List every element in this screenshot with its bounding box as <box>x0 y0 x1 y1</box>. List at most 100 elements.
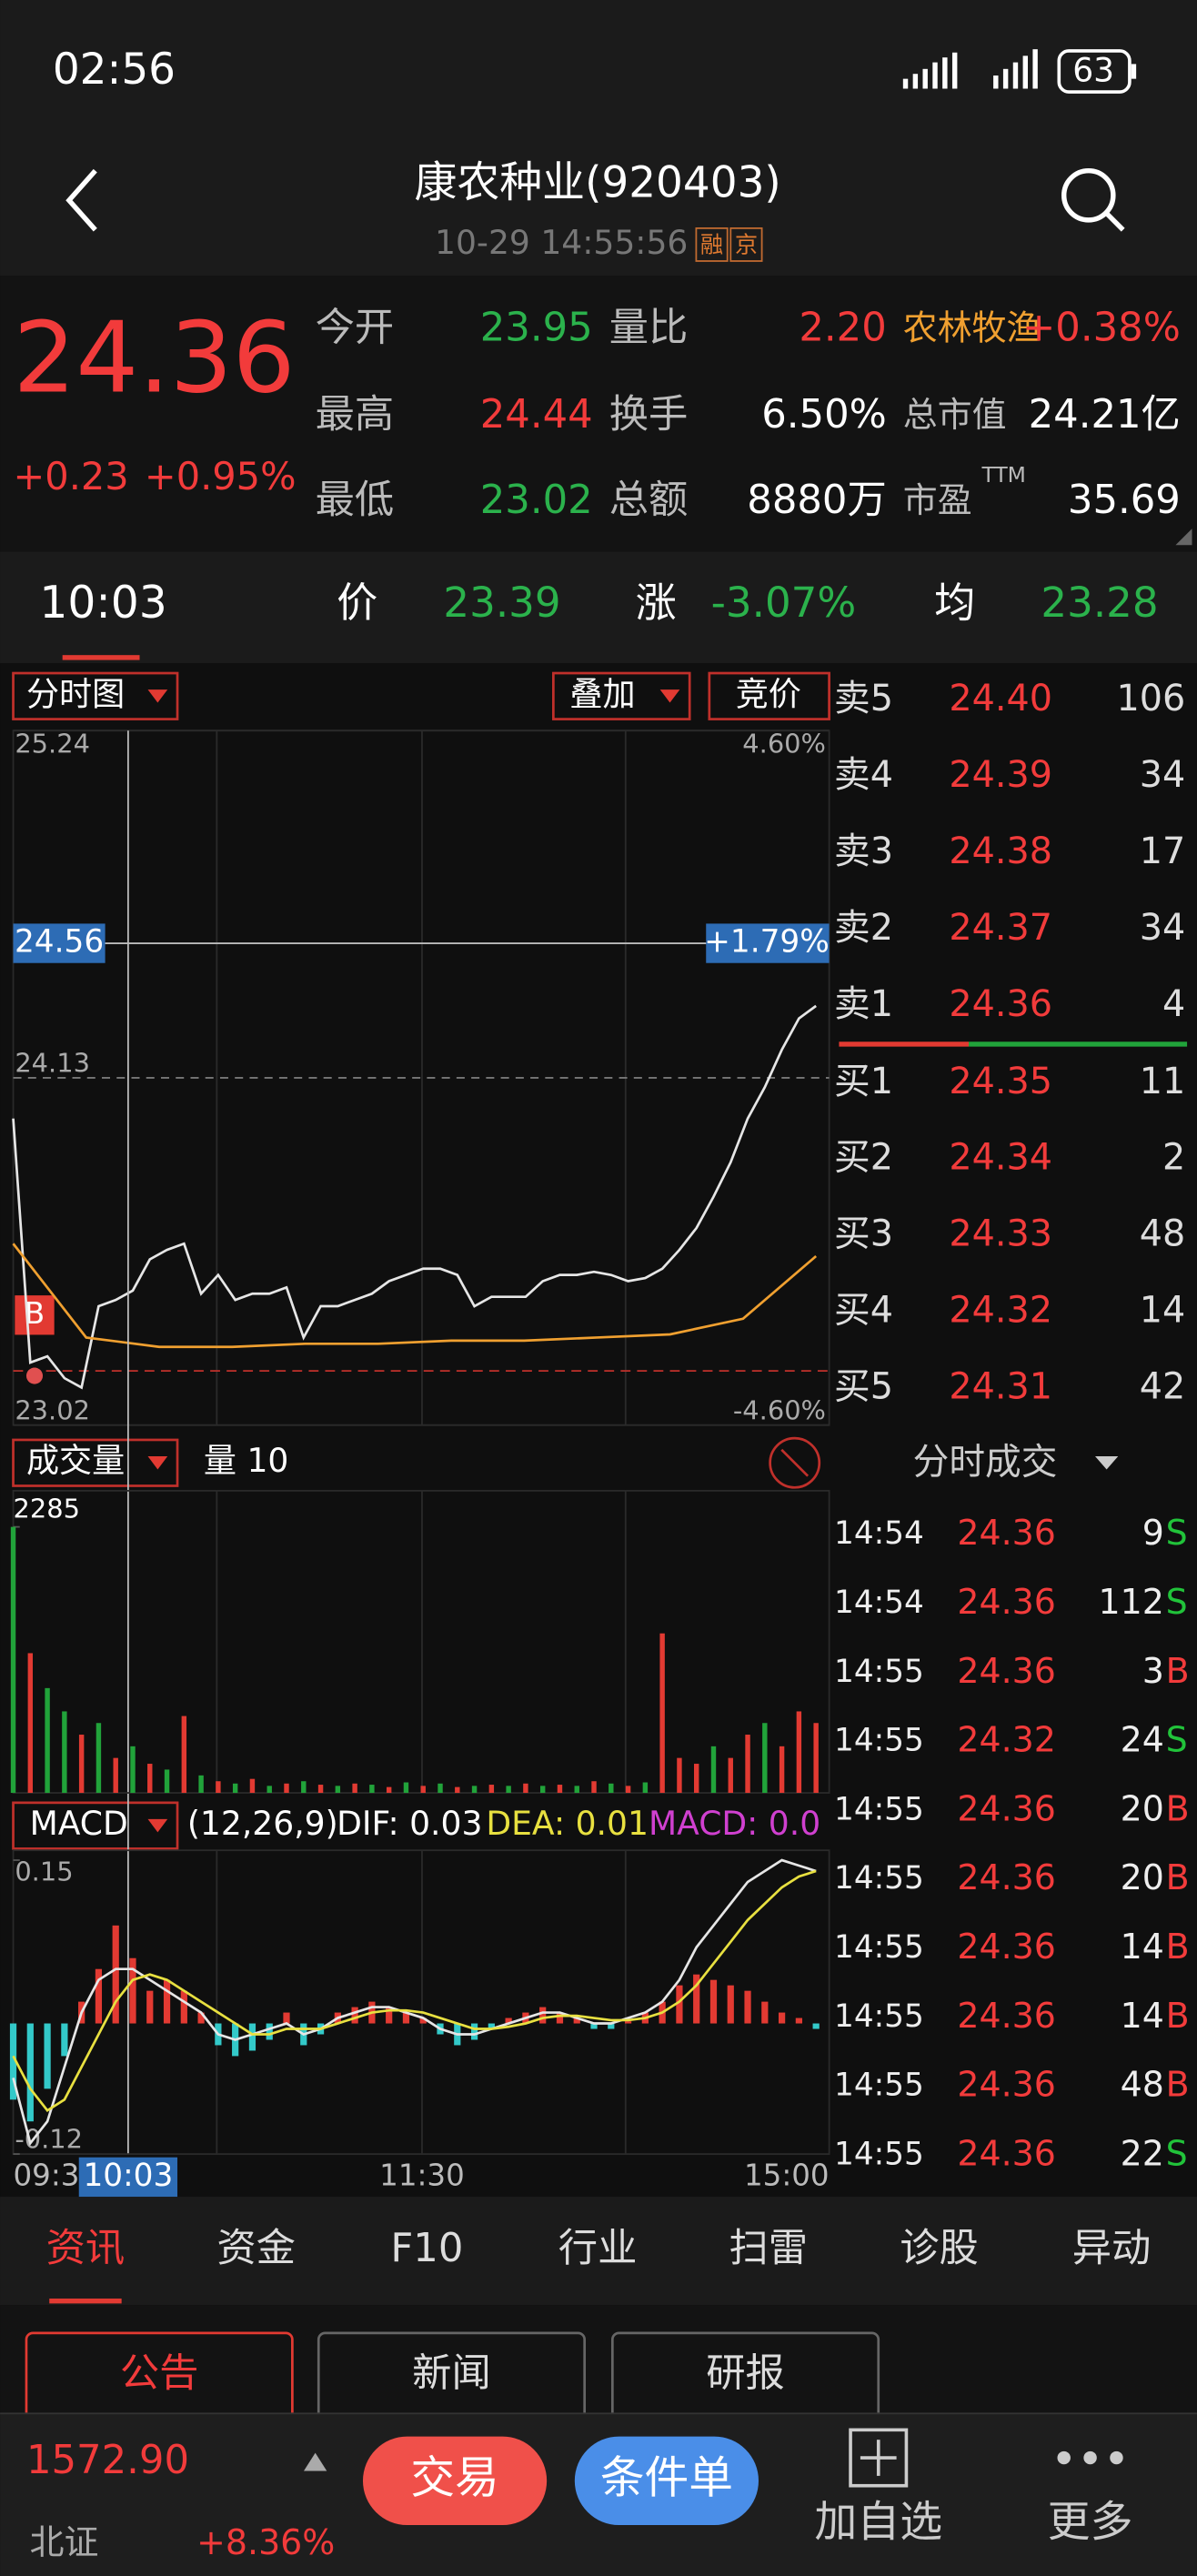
buy-marker-dot <box>25 1367 44 1384</box>
volume-bar <box>728 1757 733 1794</box>
macd-bar <box>590 2023 598 2029</box>
index-name: 北证 <box>30 2522 99 2562</box>
trade-price: 24.36 <box>957 1996 1055 2036</box>
trade-side: B <box>1166 1996 1190 2036</box>
volume-bar <box>779 1746 785 1794</box>
volume-bar <box>677 1757 682 1794</box>
volume-bar <box>625 1786 631 1794</box>
tab[interactable]: 扫雷 <box>729 2226 809 2271</box>
tab[interactable]: F10 <box>390 2226 463 2271</box>
y-tick-label: 24.13 <box>15 1048 90 1079</box>
macd-bar <box>761 2001 769 2024</box>
fullscreen-button[interactable] <box>769 1436 821 1489</box>
trade-time: 14:55 <box>834 1791 924 1827</box>
volume-bar <box>539 1786 546 1794</box>
book-volume: 42 <box>1140 1366 1186 1408</box>
trade-button[interactable]: 交易 <box>362 2436 548 2526</box>
volume-bar <box>642 1782 649 1794</box>
index-toggle[interactable] <box>304 2452 327 2471</box>
watchlist-button[interactable]: 加自选 <box>814 2428 942 2548</box>
field-label: 总额 <box>609 478 689 523</box>
dea-line <box>12 1869 817 2113</box>
macd-dropdown[interactable]: MACD <box>12 1801 179 1850</box>
stock-title: 康农种业(920403) <box>414 157 780 207</box>
y-tick-label: 25.24 <box>15 728 90 759</box>
volume-bar <box>45 1687 50 1794</box>
volume-bar <box>591 1781 597 1794</box>
volume-bar <box>369 1785 375 1794</box>
back-button[interactable] <box>65 168 97 232</box>
macd-title: MACD <box>30 1805 128 1843</box>
dif-line <box>12 1858 817 2147</box>
tab[interactable]: 行业 <box>558 2226 638 2271</box>
trade-price: 24.36 <box>957 2065 1055 2105</box>
book-volume: 34 <box>1140 754 1186 796</box>
conditional-button[interactable]: 条件单 <box>574 2436 759 2526</box>
crosshair-y2-box <box>706 923 830 963</box>
book-label: 卖4 <box>834 754 893 796</box>
macd-bar <box>146 1990 154 2024</box>
book-volume: 2 <box>1162 1137 1185 1179</box>
macd-bar <box>386 2007 393 2024</box>
volume-bar <box>386 1786 392 1794</box>
field-label: 农林牧渔 <box>903 307 1041 347</box>
crosshair-bar-bg <box>0 551 1197 664</box>
subtabs-bg <box>0 2305 1197 2414</box>
auction-button[interactable]: 竞价 <box>708 671 830 720</box>
crosshair-change-label: 涨 <box>636 579 677 627</box>
more-label: 更多 <box>1048 2498 1133 2548</box>
trade-volume: 112 <box>1098 1582 1163 1622</box>
crosshair-change: -3.07% <box>711 579 857 627</box>
badge-box <box>695 226 729 262</box>
volume-bar <box>198 1775 204 1794</box>
tab[interactable]: 诊股 <box>900 2226 979 2271</box>
book-price: 24.39 <box>949 754 1052 796</box>
book-label: 买5 <box>834 1366 893 1408</box>
field-label: 市盈 <box>903 480 972 520</box>
trade-volume: 20 <box>1121 1788 1164 1828</box>
crosshair-underline <box>62 655 140 660</box>
field-label: 今开 <box>316 305 395 350</box>
trade-time: 14:55 <box>834 2068 924 2104</box>
price-change: +0.23 <box>14 454 129 498</box>
badge-box <box>729 226 763 262</box>
chart-mode-dropdown[interactable]: 分时图 <box>12 671 179 720</box>
trade-side: S <box>1166 1720 1188 1760</box>
trades-dropdown[interactable] <box>1095 1456 1119 1470</box>
book-price: 24.36 <box>949 983 1052 1025</box>
tab[interactable]: 资金 <box>216 2226 296 2271</box>
badge: 融 <box>700 232 723 258</box>
field-label-sup: TTM <box>981 462 1025 488</box>
trade-price: 24.36 <box>957 1857 1055 1897</box>
macd-bar <box>419 2018 427 2024</box>
field-value: +0.38% <box>1022 305 1181 350</box>
macd-bar <box>26 2023 34 2122</box>
macd-bar <box>693 1974 700 2024</box>
overlay-dropdown[interactable]: 叠加 <box>552 671 691 720</box>
trade-side: B <box>1166 1651 1190 1691</box>
macd-bar <box>556 2012 564 2024</box>
volume-bar <box>523 1783 528 1794</box>
volume-bar <box>62 1711 67 1794</box>
book-volume: 14 <box>1140 1290 1186 1332</box>
book-price: 24.38 <box>949 830 1052 872</box>
tab[interactable]: 异动 <box>1072 2226 1152 2271</box>
macd-bar <box>351 2007 358 2024</box>
macd-bar <box>180 1990 187 2024</box>
trade-time: 14:55 <box>834 1998 924 2035</box>
volume-bar <box>574 1786 579 1794</box>
volume-bar <box>471 1786 478 1794</box>
trade-price: 24.36 <box>957 1582 1055 1622</box>
tab[interactable]: 资讯 <box>46 2226 126 2271</box>
more-button[interactable]: 更多 <box>1048 2450 1133 2548</box>
tabs-bg <box>0 2197 1197 2306</box>
field-label: 换手 <box>609 392 689 438</box>
book-label: 买1 <box>834 1061 893 1102</box>
crosshair-x-box <box>78 2157 178 2198</box>
book-label: 卖3 <box>834 830 893 872</box>
volume-bar <box>659 1633 665 1794</box>
trade-side: B <box>1166 1927 1190 1967</box>
search-button[interactable] <box>1061 168 1125 232</box>
trade-price: 24.32 <box>957 1720 1055 1760</box>
volume-dropdown[interactable]: 成交量 <box>12 1438 179 1487</box>
